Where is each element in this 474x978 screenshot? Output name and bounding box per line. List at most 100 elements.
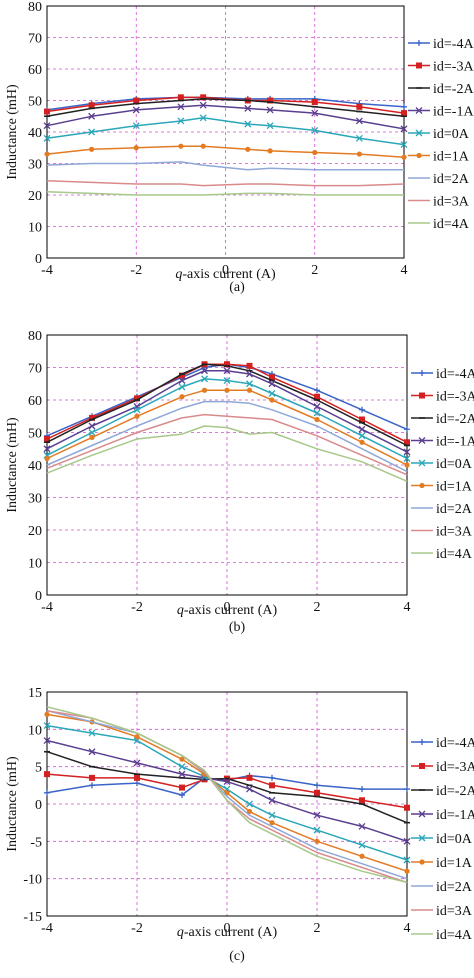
data-point	[201, 387, 208, 393]
data-point	[89, 774, 95, 781]
data-point	[312, 149, 318, 156]
x-tick-label: -4	[41, 600, 53, 615]
data-point	[403, 448, 411, 456]
data-point	[269, 782, 275, 789]
series-7	[46, 161, 404, 171]
y-tick-label: 40	[28, 126, 42, 141]
data-point	[44, 789, 50, 796]
legend-label: id=2A	[436, 502, 473, 517]
data-point	[132, 122, 140, 130]
series-6	[44, 143, 407, 160]
data-point	[88, 748, 96, 756]
data-point	[314, 789, 320, 796]
legend-label: id=-2A	[436, 412, 474, 427]
data-point	[88, 128, 96, 136]
data-point	[246, 380, 253, 388]
data-point	[401, 103, 407, 110]
data-point	[88, 422, 96, 430]
legend-label: id=-2A	[433, 82, 474, 97]
series-line	[46, 413, 408, 476]
data-point	[201, 367, 208, 375]
data-point	[133, 97, 140, 104]
y-tick-label: 60	[28, 63, 42, 78]
legend-label: id=3A	[433, 195, 470, 210]
legend-label: id=4A	[436, 928, 473, 943]
x-axis-label: q-axis current (A)	[177, 925, 278, 940]
x-tick-label: -2	[131, 600, 143, 615]
y-tick-label: 0	[35, 589, 42, 604]
chart-panel-a: 0 10 20 30 40 50 60 70 80 -4 -2 0 2 4 q-axis current (…	[0, 0, 474, 306]
data-point	[43, 122, 51, 130]
series-line	[46, 98, 405, 118]
chart-panel-c: -15 -10 -5 0 5 10 15 -4 -2 0 2 4 q-axis current (A) I…	[0, 666, 474, 973]
series-5	[43, 114, 408, 149]
data-point	[266, 122, 274, 130]
legend-label: id=-2A	[436, 784, 474, 799]
legend-marker	[419, 763, 425, 769]
chart-a: 0 10 20 30 40 50 60 70 80 -4 -2 0 2 4 q-axis current (…	[5, 0, 474, 282]
data-point	[246, 800, 253, 808]
data-point	[44, 711, 50, 717]
data-point	[313, 403, 321, 410]
legend-marker	[416, 152, 422, 159]
data-point	[201, 375, 208, 383]
series-6	[44, 387, 410, 468]
data-point	[403, 837, 411, 845]
y-tick-label: 10	[28, 723, 42, 738]
data-point	[224, 361, 230, 368]
data-point	[179, 372, 185, 379]
data-point	[358, 822, 366, 830]
legend-marker	[416, 40, 422, 46]
y-tick-label: -15	[23, 910, 42, 925]
chart-c: -15 -10 -5 0 5 10 15 -4 -2 0 2 4 q-axis current (A) I…	[5, 686, 474, 943]
plot-frame	[46, 691, 408, 917]
y-tick-label: 30	[28, 492, 42, 507]
data-point	[44, 455, 50, 462]
data-point	[179, 792, 185, 799]
y-tick-label: 70	[28, 362, 42, 377]
legend-label: id=-4A	[433, 37, 474, 52]
legend-label: id=1A	[436, 856, 473, 871]
data-point	[178, 383, 186, 391]
x-tick-label: 0	[224, 921, 231, 936]
data-point	[200, 94, 207, 101]
series-line	[46, 425, 408, 482]
legend-marker	[418, 437, 426, 444]
data-point	[246, 808, 253, 815]
legend: id=-4A id=-3A id=-2A id=-1A id=0A id=1A id=2A i…	[411, 736, 474, 943]
data-point	[246, 774, 253, 781]
data-point	[179, 394, 185, 400]
data-point	[268, 390, 276, 397]
y-tick-label: 80	[28, 0, 42, 15]
series-line	[46, 180, 405, 187]
x-tick-label: 2	[311, 263, 318, 278]
legend-marker	[418, 459, 426, 467]
data-point	[178, 377, 186, 384]
y-tick-label: 30	[28, 158, 42, 173]
x-tick-label: -2	[131, 921, 143, 936]
data-point	[88, 429, 96, 436]
data-point	[314, 416, 320, 423]
data-point	[400, 141, 408, 149]
legend-marker	[419, 392, 425, 399]
legend: id=-4A id=-3A id=-2A id=-1A id=0A id=1A id=2A i…	[408, 37, 474, 232]
data-point	[311, 99, 318, 106]
x-tick-label: 4	[404, 921, 411, 936]
legend-label: id=0A	[436, 832, 473, 847]
data-point	[134, 413, 140, 419]
data-point	[179, 784, 185, 791]
data-point	[132, 106, 140, 114]
y-tick-label: 15	[28, 686, 42, 701]
data-point	[43, 445, 51, 453]
legend-label: id=-4A	[436, 367, 474, 382]
y-tick-label: 60	[28, 394, 42, 409]
data-point	[178, 770, 186, 778]
data-point	[89, 434, 95, 440]
series-9	[46, 706, 408, 884]
data-point	[177, 117, 185, 125]
y-tick-label: 50	[28, 95, 42, 110]
data-point	[44, 151, 50, 157]
data-point	[359, 797, 365, 804]
y-tick-label: 20	[28, 524, 42, 539]
data-point	[43, 722, 51, 730]
